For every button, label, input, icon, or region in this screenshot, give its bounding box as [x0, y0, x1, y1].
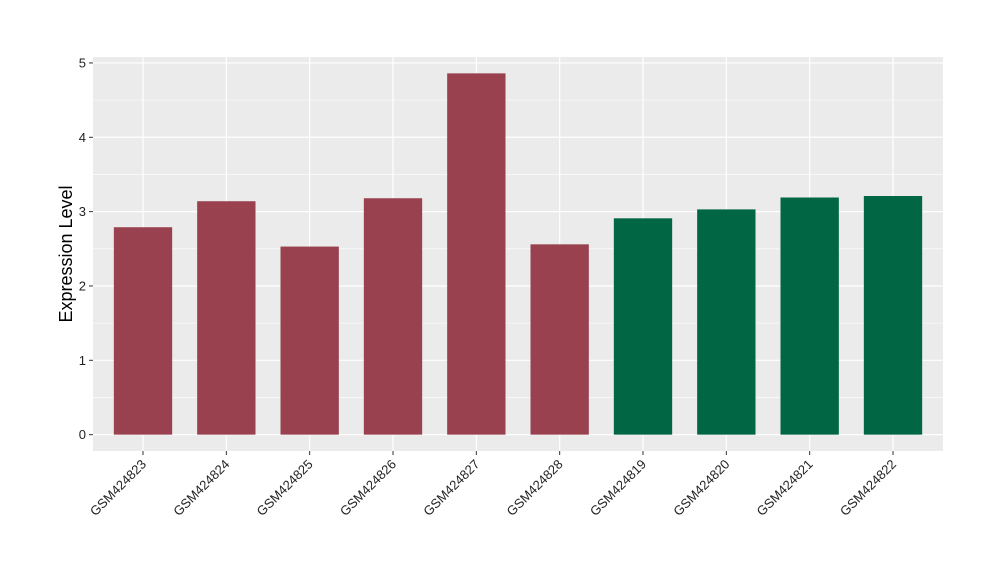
- y-axis: 0 1 2 3 4 5: [79, 55, 93, 442]
- y-axis-title: Expression Level: [56, 185, 76, 322]
- x-tick-label: GSM424820: [670, 457, 732, 519]
- y-tick-label: 2: [79, 278, 86, 293]
- bar-GSM424823: [113, 227, 173, 435]
- bar-GSM424819: [613, 218, 673, 435]
- x-tick-label: GSM424823: [87, 457, 149, 519]
- bar-GSM424824: [197, 201, 256, 435]
- x-tick-label: GSM424826: [337, 457, 399, 519]
- x-tick-label: GSM424825: [254, 457, 316, 519]
- y-tick-label: 0: [79, 427, 86, 442]
- bars: [113, 73, 923, 435]
- y-tick-label: 4: [79, 130, 86, 145]
- x-tick-label: GSM424827: [420, 457, 482, 519]
- x-tick-label: GSM424824: [170, 457, 232, 519]
- bar-GSM424822: [863, 196, 923, 435]
- bar-GSM424826: [363, 198, 423, 435]
- y-tick-label: 1: [79, 353, 86, 368]
- y-tick-label: 3: [79, 204, 86, 219]
- x-axis: GSM424823 GSM424824 GSM424825 GSM424826 GSM4…: [87, 451, 899, 519]
- x-tick-label: GSM424828: [504, 457, 566, 519]
- bar-GSM424821: [780, 197, 839, 435]
- bar-GSM424825: [280, 246, 339, 435]
- bar-GSM424820: [697, 209, 756, 435]
- x-tick-label: GSM424821: [754, 457, 816, 519]
- y-tick-label: 5: [79, 55, 86, 70]
- x-tick-label: GSM424822: [837, 457, 899, 519]
- bar-GSM424828: [530, 244, 589, 435]
- bar-GSM424827: [447, 73, 506, 435]
- x-tick-label: GSM424819: [587, 457, 649, 519]
